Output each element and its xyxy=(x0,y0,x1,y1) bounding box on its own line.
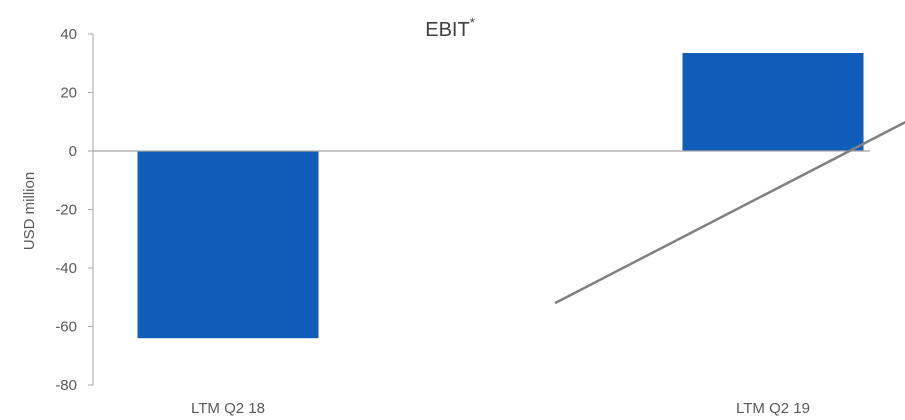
chart-title: EBIT* xyxy=(425,15,475,41)
bar-2 xyxy=(682,53,864,152)
y-tick-label: 0 xyxy=(69,143,77,160)
bars xyxy=(137,53,864,339)
annotations xyxy=(554,120,905,305)
bar-1 xyxy=(137,151,319,339)
y-tick-label: -20 xyxy=(55,202,77,219)
x-axis-labels: LTM Q2 18 LTM Q2 19 xyxy=(191,400,810,417)
y-tick-label: 20 xyxy=(60,85,77,102)
chart-title-text: EBIT xyxy=(425,19,469,41)
y-tick-label: -80 xyxy=(55,377,77,394)
chart-title-superscript: * xyxy=(470,15,475,30)
y-tick-label: -40 xyxy=(55,260,77,277)
trend-arrow xyxy=(554,120,905,305)
y-tick-label: -60 xyxy=(55,319,77,336)
x-category-label: LTM Q2 18 xyxy=(191,400,265,417)
y-axis: 40 20 0 -20 -40 -60 -80 xyxy=(55,26,94,394)
y-axis-title: USD million xyxy=(21,172,38,250)
y-tick-label: 40 xyxy=(60,26,77,43)
x-category-label: LTM Q2 19 xyxy=(736,400,810,417)
